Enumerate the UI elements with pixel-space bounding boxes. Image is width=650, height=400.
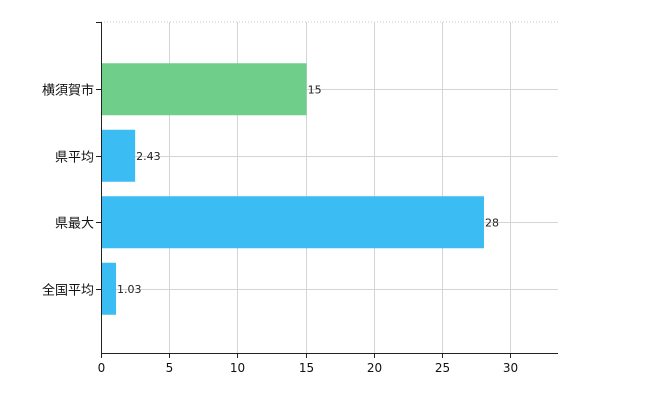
axes-group	[96, 22, 558, 358]
category-label-0: 横須賀市	[42, 83, 94, 99]
bar-3	[102, 262, 117, 315]
bar-0	[102, 63, 307, 116]
x-tick-label-0: 0	[98, 361, 106, 375]
x-tick-label-5: 25	[435, 361, 450, 375]
category-label-1: 県平均	[55, 151, 94, 166]
bars-group	[102, 63, 484, 315]
x-tick-label-4: 20	[367, 361, 382, 375]
category-label-3: 全国平均	[42, 283, 94, 299]
bar-1	[102, 129, 136, 182]
data-label-0: 15	[308, 83, 322, 96]
x-tick-label-3: 15	[299, 361, 314, 375]
category-label-2: 県最大	[55, 217, 94, 232]
x-tick-label-1: 5	[166, 361, 174, 375]
x-tick-label-2: 10	[230, 361, 245, 375]
bar-2	[102, 196, 484, 249]
data-label-3: 1.03	[117, 283, 142, 296]
data-label-2: 28	[485, 216, 499, 229]
data-label-1: 2.43	[136, 150, 161, 163]
x-tick-label-6: 30	[503, 361, 518, 375]
